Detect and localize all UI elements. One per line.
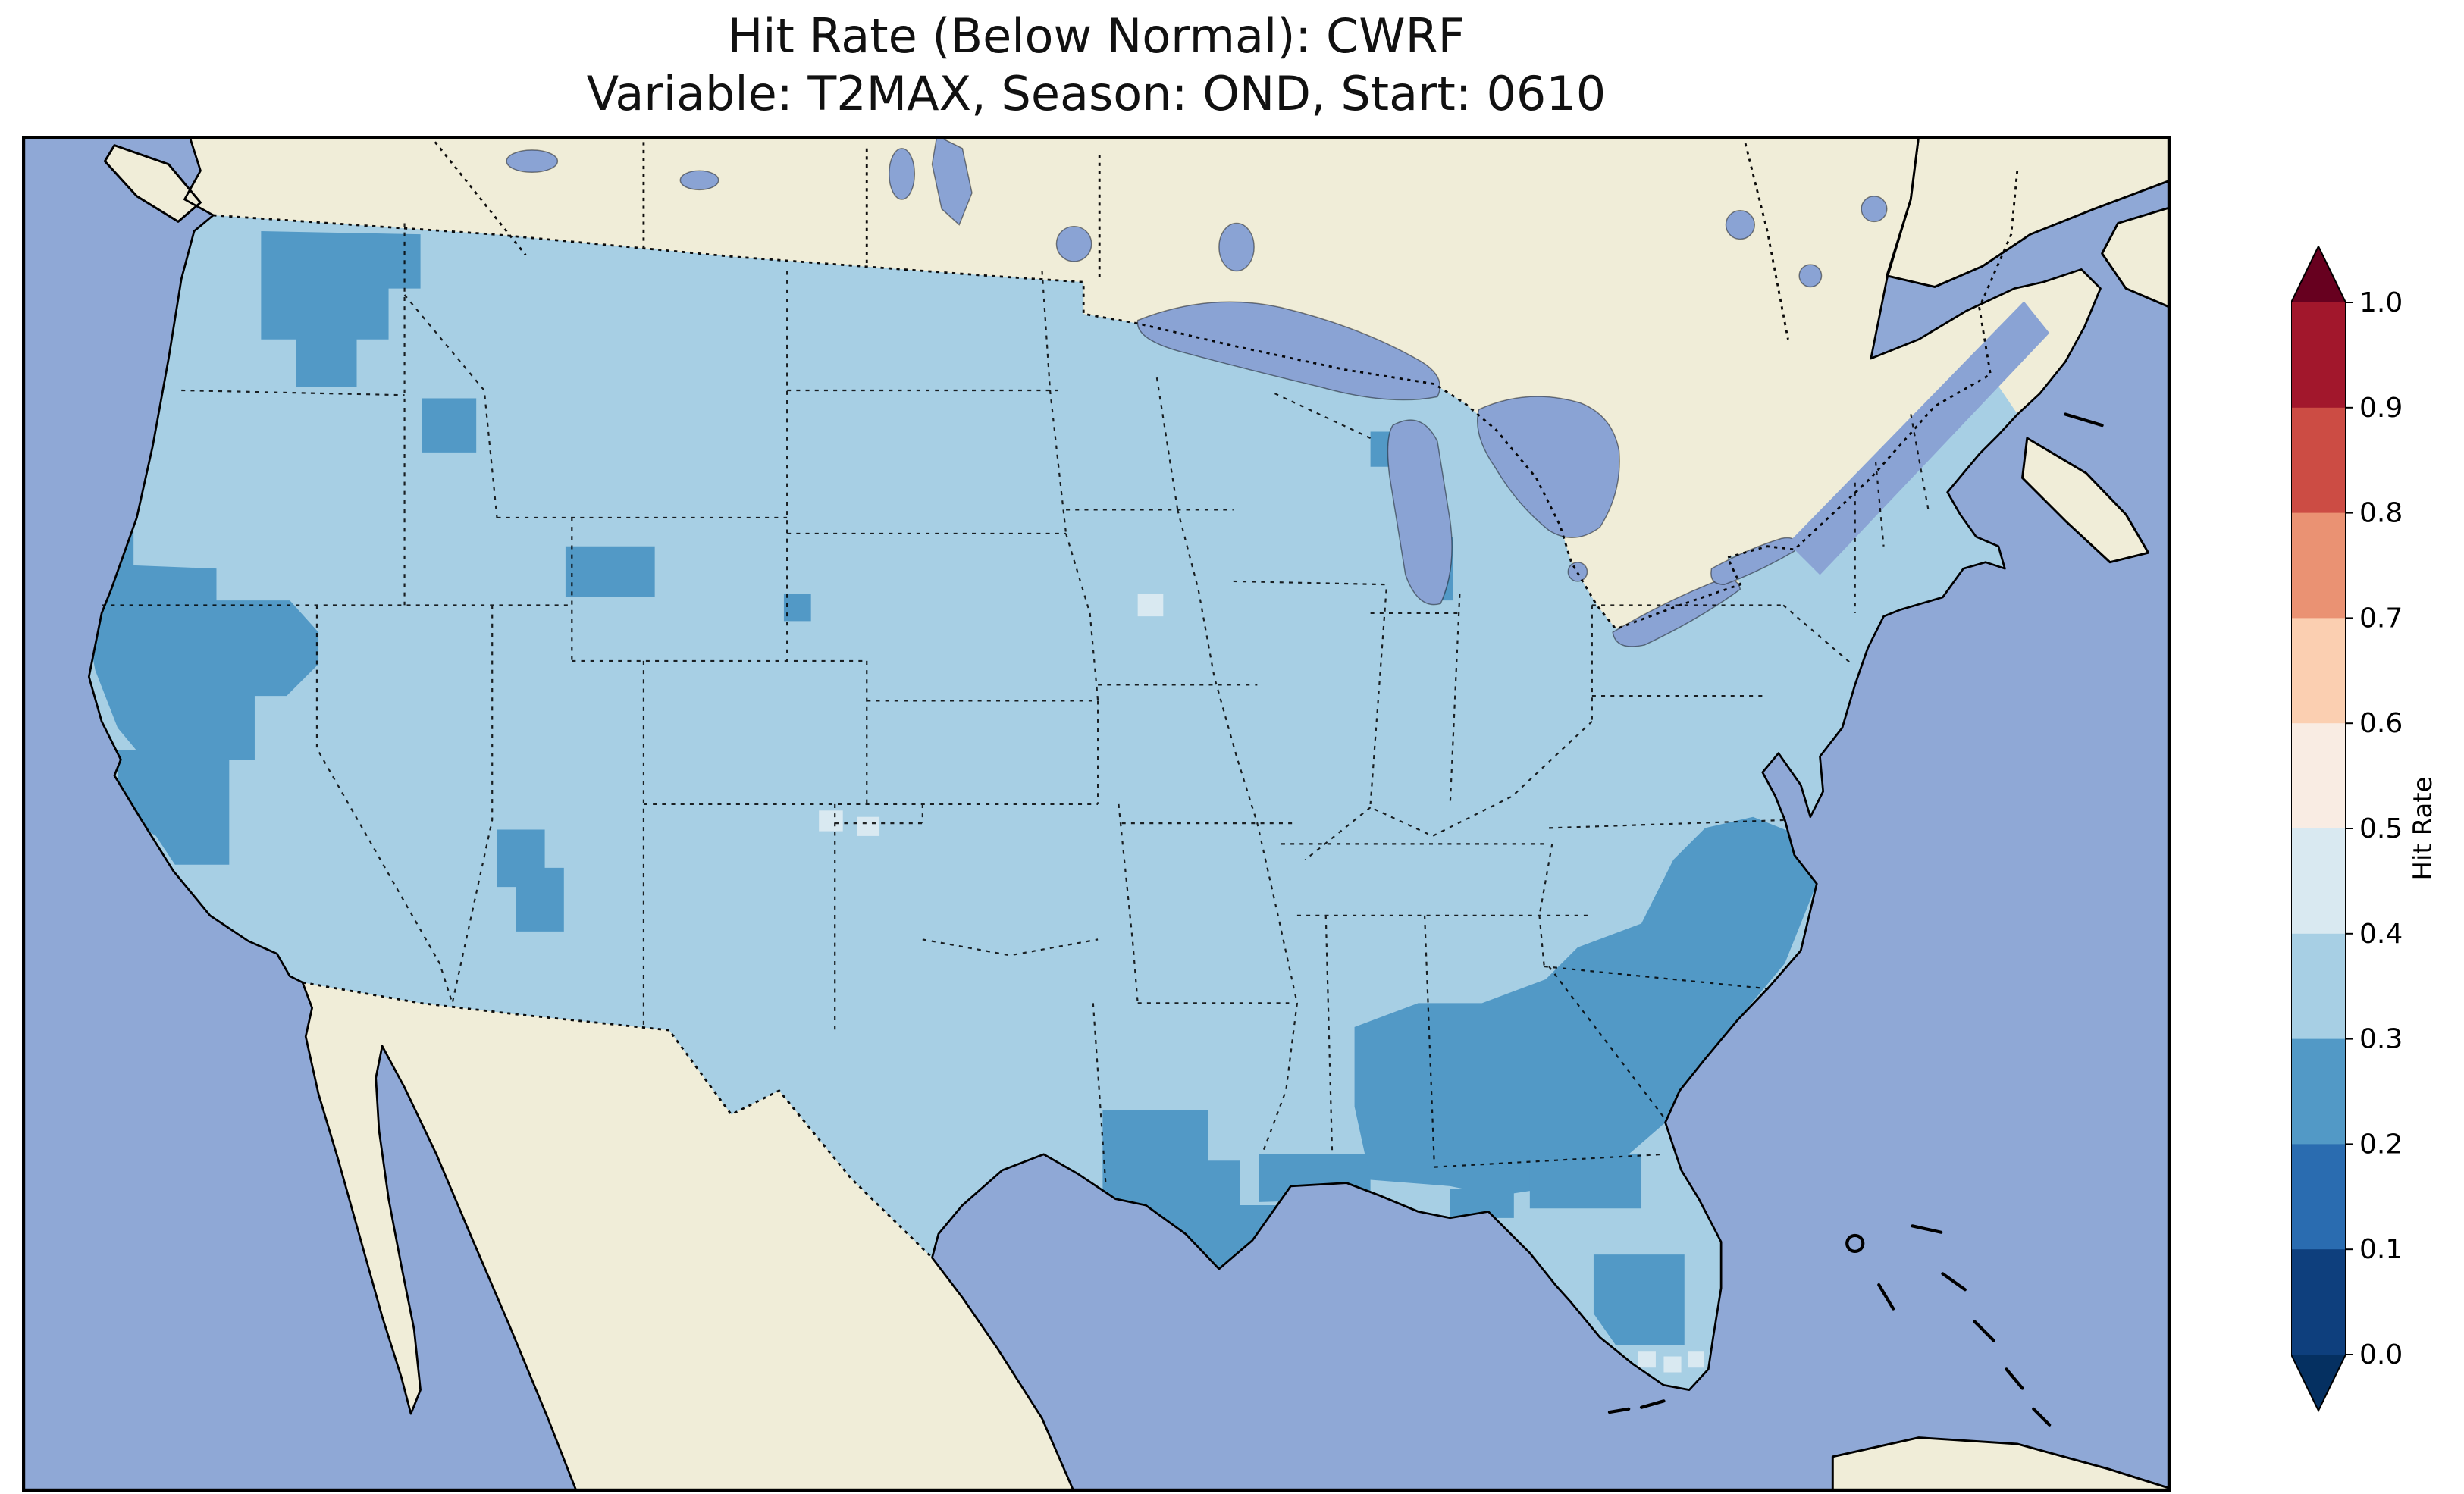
lake-of-the-woods (1055, 225, 1092, 262)
colorbar-tick-label: 0.2 (2359, 1129, 2403, 1160)
lake-ontario (1710, 537, 1797, 585)
vancouver-island (103, 144, 202, 223)
colorbar-tick-label: 0.0 (2359, 1339, 2403, 1370)
colorbar-tick-label: 0.8 (2359, 498, 2403, 529)
quebec-lake-1 (1725, 209, 1756, 240)
title-line-2: Variable: T2MAX, Season: OND, Start: 061… (586, 65, 1607, 121)
coastline (87, 136, 2102, 1492)
newfoundland-island (2101, 206, 2171, 309)
lakes (506, 136, 2050, 647)
colorbar-segment (2291, 933, 2346, 1040)
colorbar-tick-label: 0.7 (2359, 603, 2403, 634)
colorbar-tick-label: 0.1 (2359, 1234, 2403, 1265)
prairie-lake-1 (506, 149, 559, 174)
colorbar-extend-over-triangle (2291, 246, 2346, 302)
caribbean-islands (1607, 1224, 2171, 1492)
lake-huron (1476, 396, 1620, 539)
bahamas-chain (1877, 1224, 2052, 1427)
colorbar-segment (2291, 407, 2346, 514)
lake-st-clair (1567, 562, 1588, 582)
colorbar-tick-label: 0.5 (2359, 813, 2403, 844)
lake-michigan (1387, 419, 1453, 606)
florida-keys (1607, 1399, 1666, 1414)
colorbar-tick-label: 0.9 (2359, 393, 2403, 424)
title-line-1: Hit Rate (Below Normal): CWRF (727, 8, 1466, 64)
colorbar-segment (2291, 1144, 2346, 1250)
colorbar-axis-label: Hit Rate (2408, 776, 2438, 880)
chart-title: Hit Rate (Below Normal): CWRF Variable: … (22, 8, 2171, 122)
colorbar-segment (2291, 618, 2346, 724)
colorbar-tick-label: 1.0 (2359, 287, 2403, 318)
nova-scotia-island (2021, 437, 2150, 564)
us-hit-rate-map (22, 136, 2171, 1492)
colorbar-tick-label: 0.6 (2359, 708, 2403, 739)
bimini-island (1845, 1233, 1865, 1254)
lake-erie (1612, 578, 1741, 647)
quebec-lake-2 (1798, 264, 1823, 288)
lake-manitoba (888, 148, 916, 200)
colorbar-segments (2291, 302, 2346, 1355)
hit-rate-04-05-cells (819, 594, 1704, 1373)
colorbar-segment (2291, 512, 2346, 619)
state-borders (102, 223, 1930, 1186)
colorbar-tick-label: 0.3 (2359, 1024, 2403, 1055)
colorbar-extend-under-triangle (2291, 1355, 2346, 1411)
colorbar-ticks: 1.0 0.9 0.8 0.7 0.6 0.5 0.4 0.3 0.2 0.1 0.0 (2346, 287, 2403, 1370)
prairie-lake-2 (679, 170, 719, 191)
colorbar-segment (2291, 1249, 2346, 1355)
lake-nipigon (1218, 222, 1255, 272)
lake-superior (1136, 301, 1441, 401)
map-frame (22, 136, 2171, 1492)
colorbar-segment (2291, 828, 2346, 935)
cuba (1831, 1436, 2171, 1492)
prince-edward-island (2064, 412, 2104, 428)
st-lawrence-river (1788, 301, 2050, 575)
colorbar-segment (2291, 723, 2346, 829)
colorbar-segment (2291, 302, 2346, 409)
colorbar-segment (2291, 1038, 2346, 1145)
quebec-lake-3 (1861, 196, 1888, 223)
colorbar: 1.0 0.9 0.8 0.7 0.6 0.5 0.4 0.3 0.2 0.1 0.0 Hit Ra… (2291, 246, 2438, 1413)
lake-winnipeg (931, 136, 973, 226)
colorbar-tick-label: 0.4 (2359, 919, 2403, 950)
country-borders (213, 136, 2019, 1259)
